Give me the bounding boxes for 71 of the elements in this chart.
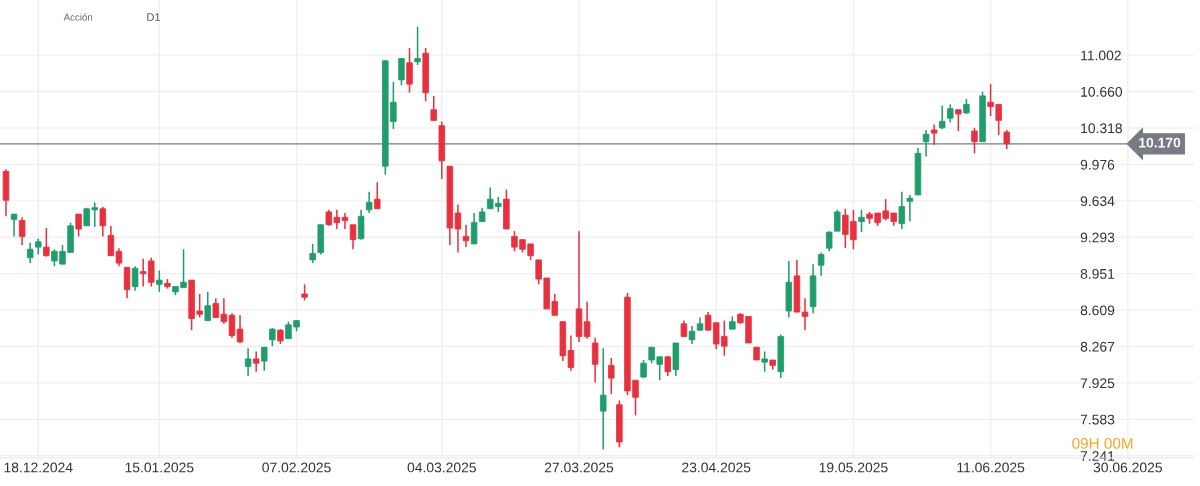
candlestick: [906, 194, 914, 223]
y-tick-label: 10.318: [1081, 123, 1122, 134]
y-tick-label: 10.660: [1081, 86, 1123, 97]
candlestick: [430, 95, 437, 122]
candlestick: [688, 325, 696, 345]
x-tick-label: 23.04.2025: [682, 462, 751, 473]
candlestick: [244, 347, 252, 377]
ref-line-label: 10.170: [1139, 137, 1181, 148]
candlestick: [123, 266, 131, 300]
y-tick-label: 7.583: [1080, 414, 1115, 425]
y-tick-label: 7.241: [1080, 451, 1115, 461]
candlestick: [269, 327, 276, 347]
candlestick: [599, 347, 607, 451]
candlestick: [309, 243, 316, 264]
candlestick: [462, 223, 470, 248]
candlestick: [75, 213, 82, 238]
annotation: Acción: [63, 13, 93, 21]
candlestick: [825, 230, 833, 253]
x-tick-label: 27.03.2025: [544, 462, 614, 473]
y-tick-label: 11.002: [1081, 50, 1121, 61]
x-tick-label: 19.05.2025: [819, 462, 888, 473]
x-tick-label: 04.03.2025: [407, 462, 476, 473]
y-tick-label: 9.976: [1080, 159, 1115, 170]
candlestick: [583, 300, 591, 340]
candlestick: [26, 242, 34, 264]
x-tick-label: 11.06.2025: [957, 462, 1025, 473]
candlestick: [801, 297, 809, 331]
candlestick: [858, 209, 865, 233]
annotation: D1: [147, 13, 161, 21]
candlestick: [955, 108, 962, 132]
y-tick-label: 9.293: [1080, 232, 1115, 243]
y-tick-label: 8.609: [1080, 305, 1115, 316]
candlestick: [156, 269, 163, 293]
candlestick: [43, 227, 50, 258]
annotation: 09H 00M: [1072, 437, 1133, 449]
x-tick-label: 15.01.2025: [125, 462, 194, 473]
candlestick: [971, 127, 978, 155]
candlestick: [898, 190, 906, 230]
candlestick: [252, 350, 260, 373]
candlestick: [10, 213, 18, 238]
candlestick: [938, 104, 946, 130]
candlestick: [260, 346, 268, 372]
candlestick: [406, 47, 413, 94]
candlestick: [834, 209, 841, 232]
candlestick: [131, 265, 139, 292]
candlestick: [236, 314, 244, 344]
x-tick-label: 30.06.2025: [1093, 462, 1162, 473]
candlestick: [1003, 129, 1010, 150]
y-tick-label: 8.267: [1080, 341, 1115, 352]
candlestick: [930, 123, 938, 146]
candlestick: [761, 350, 768, 373]
y-tick-label: 8.951: [1080, 268, 1115, 279]
candlestick: [947, 103, 954, 124]
candlestick: [591, 336, 599, 384]
candlestick: [99, 205, 107, 238]
candlestick: [414, 25, 421, 66]
y-tick-label: 7.925: [1080, 378, 1115, 389]
candlestick: [357, 209, 365, 241]
candlestick: [349, 223, 357, 251]
candlestick: [204, 291, 211, 322]
candlestick: [398, 57, 405, 86]
candlestick: [817, 251, 825, 277]
candlestick: [470, 212, 478, 245]
x-tick-label: 18.12.2024: [4, 462, 73, 473]
candlestick: [373, 181, 381, 210]
candlestick: [18, 216, 26, 246]
candlestick: [365, 190, 373, 214]
candlestick: [922, 129, 930, 158]
x-tick-label: 07.02.2025: [262, 462, 331, 473]
y-tick-label: 9.634: [1080, 196, 1115, 207]
candlestick: [608, 357, 615, 395]
